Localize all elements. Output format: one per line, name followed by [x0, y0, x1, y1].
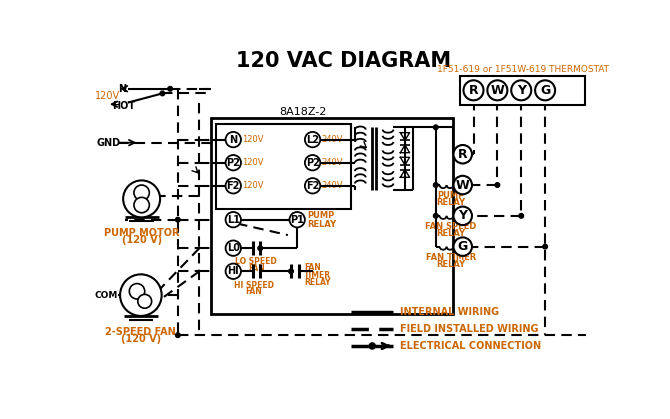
Circle shape	[454, 207, 472, 225]
Circle shape	[226, 155, 241, 171]
Text: RELAY: RELAY	[437, 198, 466, 207]
Circle shape	[258, 246, 263, 251]
Circle shape	[511, 80, 531, 100]
Text: HI: HI	[140, 297, 149, 306]
Text: FAN: FAN	[248, 264, 265, 273]
Circle shape	[129, 284, 145, 299]
Text: G: G	[458, 240, 468, 253]
Circle shape	[176, 333, 180, 337]
Text: P2: P2	[226, 158, 241, 168]
Text: R: R	[458, 148, 468, 161]
FancyBboxPatch shape	[460, 76, 585, 105]
Circle shape	[138, 295, 151, 308]
Circle shape	[120, 274, 161, 316]
Text: FAN: FAN	[246, 287, 263, 296]
Text: 120V: 120V	[243, 181, 264, 190]
Text: R: R	[469, 84, 478, 97]
Circle shape	[160, 91, 165, 96]
Text: 8A18Z-2: 8A18Z-2	[279, 107, 327, 117]
Text: 120 VAC DIAGRAM: 120 VAC DIAGRAM	[236, 51, 451, 71]
Text: L1: L1	[226, 215, 240, 225]
Circle shape	[123, 181, 160, 217]
Text: GND: GND	[97, 138, 121, 147]
Text: ELECTRICAL CONNECTION: ELECTRICAL CONNECTION	[399, 341, 541, 351]
Text: N: N	[118, 84, 126, 94]
Text: P1: P1	[290, 215, 304, 225]
Circle shape	[454, 176, 472, 194]
Text: HI SPEED: HI SPEED	[234, 280, 274, 290]
Text: (120 V): (120 V)	[121, 334, 161, 344]
Text: F2: F2	[306, 181, 320, 191]
Text: 240V: 240V	[322, 135, 343, 144]
Text: INTERNAL WIRING: INTERNAL WIRING	[399, 307, 498, 317]
Text: G: G	[540, 84, 550, 97]
Text: HI: HI	[227, 266, 239, 276]
Circle shape	[495, 183, 500, 187]
Text: FAN TIMER: FAN TIMER	[426, 253, 476, 262]
Text: PUMP: PUMP	[307, 211, 334, 220]
Text: COM: COM	[94, 291, 118, 300]
Text: N: N	[229, 134, 237, 145]
Text: LO: LO	[133, 287, 144, 296]
Text: 240V: 240V	[322, 181, 343, 190]
Text: L2: L2	[306, 134, 319, 145]
Circle shape	[176, 217, 180, 222]
Circle shape	[226, 132, 241, 147]
Text: FIELD INSTALLED WIRING: FIELD INSTALLED WIRING	[399, 324, 538, 334]
Text: 2-SPEED FAN: 2-SPEED FAN	[105, 327, 176, 337]
Circle shape	[433, 183, 438, 187]
Text: LO SPEED: LO SPEED	[235, 257, 277, 266]
Text: TIMER: TIMER	[304, 271, 331, 279]
Text: Y: Y	[458, 210, 467, 222]
Text: 120V: 120V	[243, 158, 264, 167]
Circle shape	[433, 214, 438, 218]
Circle shape	[289, 269, 293, 274]
Text: 120V: 120V	[94, 91, 120, 101]
Circle shape	[487, 80, 507, 100]
Text: F2: F2	[226, 181, 240, 191]
Circle shape	[134, 185, 149, 200]
Circle shape	[305, 178, 320, 194]
Circle shape	[543, 244, 547, 249]
Circle shape	[226, 178, 241, 194]
Text: 1F51-619 or 1F51W-619 THERMOSTAT: 1F51-619 or 1F51W-619 THERMOSTAT	[437, 65, 609, 74]
Text: RELAY: RELAY	[437, 229, 466, 238]
Circle shape	[226, 264, 241, 279]
Text: RELAY: RELAY	[304, 277, 330, 287]
Text: W: W	[490, 84, 505, 97]
Circle shape	[369, 343, 375, 349]
Circle shape	[134, 197, 149, 213]
Text: HOT: HOT	[113, 101, 135, 111]
Circle shape	[226, 241, 241, 256]
Text: W: W	[456, 178, 470, 191]
FancyBboxPatch shape	[211, 118, 454, 314]
Circle shape	[305, 155, 320, 171]
Circle shape	[168, 86, 172, 91]
Text: RELAY: RELAY	[437, 260, 466, 269]
Text: P2: P2	[306, 158, 320, 168]
Text: PUMP MOTOR: PUMP MOTOR	[104, 228, 180, 238]
Circle shape	[226, 212, 241, 228]
Text: FAN SPEED: FAN SPEED	[425, 222, 477, 231]
Circle shape	[519, 214, 523, 218]
Circle shape	[454, 238, 472, 256]
Text: RELAY: RELAY	[307, 220, 336, 229]
Text: (120 V): (120 V)	[121, 235, 161, 245]
Circle shape	[535, 80, 555, 100]
Circle shape	[454, 145, 472, 163]
Text: FAN: FAN	[304, 263, 321, 272]
Text: 240V: 240V	[322, 158, 343, 167]
Circle shape	[464, 80, 484, 100]
FancyBboxPatch shape	[216, 124, 351, 209]
Circle shape	[433, 125, 438, 129]
Text: Y: Y	[517, 84, 526, 97]
Text: L0: L0	[226, 243, 240, 253]
Circle shape	[289, 212, 305, 228]
Text: 120V: 120V	[243, 135, 264, 144]
Circle shape	[305, 132, 320, 147]
Text: PUMP: PUMP	[438, 191, 465, 200]
